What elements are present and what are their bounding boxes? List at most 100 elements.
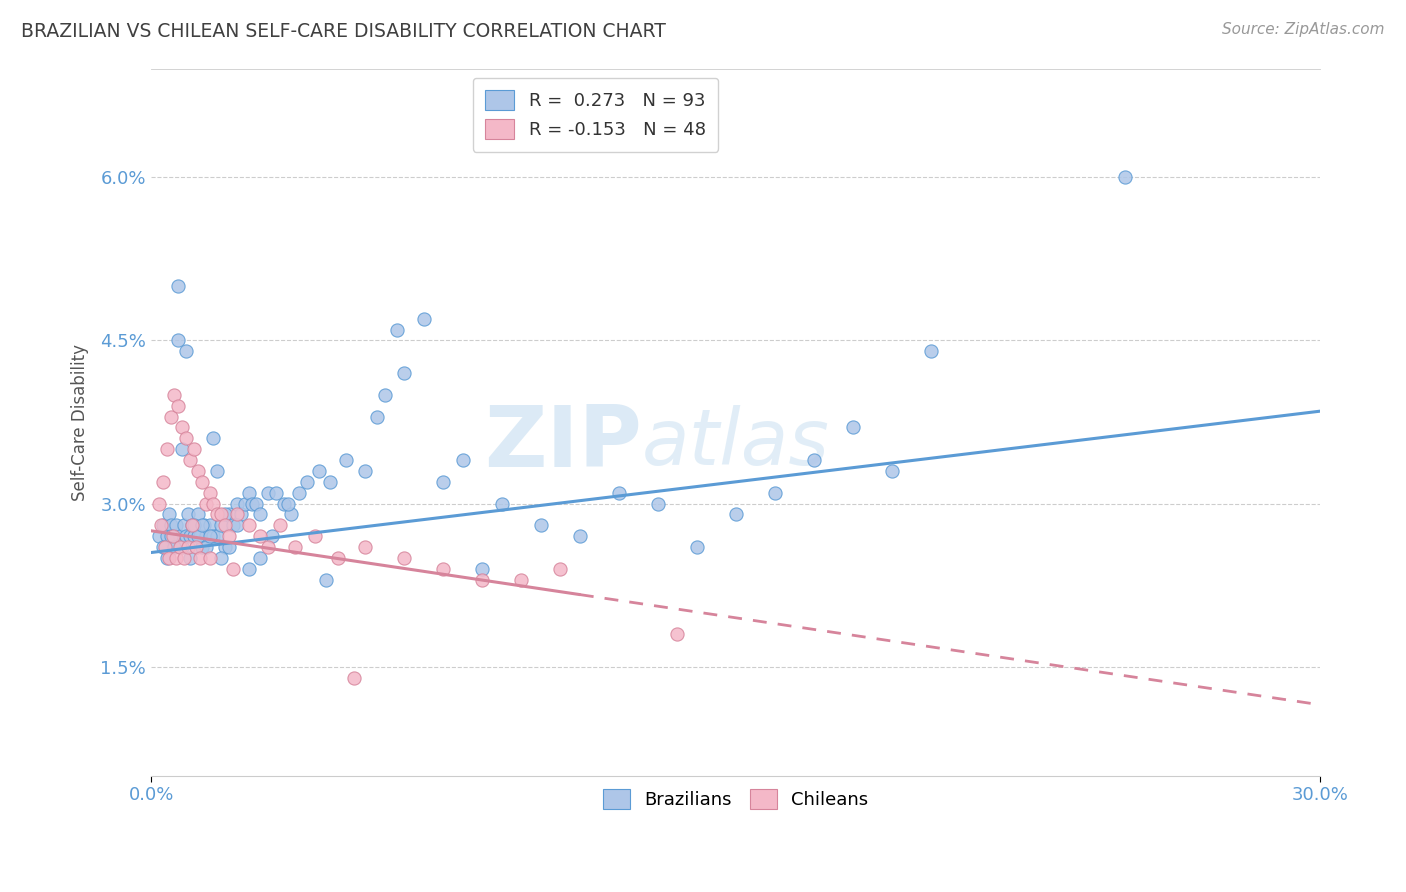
Point (249, 529, 271, 543)
Point (304, 529, 326, 543)
Point (209, 518, 232, 533)
Point (280, 508, 302, 522)
Point (152, 540, 174, 554)
Point (394, 551, 416, 566)
Point (177, 540, 200, 554)
Point (194, 540, 217, 554)
Point (173, 551, 195, 566)
Point (207, 464, 229, 478)
Point (162, 540, 184, 554)
Point (218, 508, 240, 522)
Point (257, 540, 280, 554)
Point (179, 453, 201, 467)
Point (432, 475, 454, 489)
Point (920, 344, 942, 359)
Point (374, 388, 396, 402)
Point (187, 529, 209, 543)
Point (209, 551, 232, 566)
Point (366, 409, 388, 424)
Point (218, 540, 240, 554)
Point (148, 497, 170, 511)
Point (163, 529, 186, 543)
Point (174, 529, 197, 543)
Point (328, 551, 350, 566)
Point (157, 551, 180, 566)
Point (194, 529, 217, 543)
Legend: Brazilians, Chileans: Brazilians, Chileans (596, 781, 876, 816)
Point (188, 529, 211, 543)
Point (193, 518, 215, 533)
Y-axis label: Self-Care Disability: Self-Care Disability (72, 343, 89, 500)
Point (156, 529, 179, 543)
Point (173, 518, 195, 533)
Point (172, 540, 194, 554)
Point (249, 508, 271, 522)
Point (686, 540, 709, 554)
Point (163, 540, 186, 554)
Point (179, 529, 201, 543)
Point (153, 540, 176, 554)
Point (152, 518, 174, 533)
Point (471, 573, 494, 587)
Point (568, 529, 591, 543)
Point (308, 464, 330, 478)
Point (157, 508, 180, 522)
Point (172, 442, 194, 457)
Point (343, 671, 366, 685)
Point (803, 453, 825, 467)
Point (276, 497, 298, 511)
Point (284, 540, 307, 554)
Point (666, 627, 689, 641)
Point (190, 540, 212, 554)
Point (510, 573, 533, 587)
Text: BRAZILIAN VS CHILEAN SELF-CARE DISABILITY CORRELATION CHART: BRAZILIAN VS CHILEAN SELF-CARE DISABILIT… (21, 22, 666, 41)
Point (159, 409, 181, 424)
Point (647, 497, 669, 511)
Point (471, 562, 494, 576)
Point (550, 562, 572, 576)
Point (491, 497, 513, 511)
Point (530, 518, 553, 533)
Point (183, 518, 205, 533)
Point (354, 464, 377, 478)
Point (165, 518, 187, 533)
Point (167, 334, 190, 348)
Point (202, 497, 225, 511)
Point (188, 551, 211, 566)
Point (148, 529, 170, 543)
Point (202, 431, 225, 445)
Point (335, 453, 357, 467)
Point (207, 529, 229, 543)
Point (432, 562, 454, 576)
Point (413, 311, 436, 326)
Point (190, 518, 212, 533)
Point (225, 518, 247, 533)
Point (194, 497, 217, 511)
Point (167, 399, 190, 413)
Point (156, 442, 179, 457)
Point (214, 518, 236, 533)
Point (202, 529, 225, 543)
Point (190, 475, 212, 489)
Point (242, 497, 264, 511)
Text: Source: ZipAtlas.com: Source: ZipAtlas.com (1222, 22, 1385, 37)
Point (214, 540, 236, 554)
Point (172, 420, 194, 434)
Point (198, 551, 221, 566)
Point (451, 453, 474, 467)
Point (238, 518, 260, 533)
Point (222, 518, 245, 533)
Point (269, 518, 291, 533)
Point (295, 475, 318, 489)
Point (607, 485, 630, 500)
Point (249, 551, 271, 566)
Point (354, 540, 377, 554)
Point (153, 540, 176, 554)
Point (214, 508, 236, 522)
Point (207, 508, 229, 522)
Point (238, 562, 260, 576)
Point (841, 420, 863, 434)
Point (165, 551, 187, 566)
Point (238, 485, 260, 500)
Point (260, 529, 283, 543)
